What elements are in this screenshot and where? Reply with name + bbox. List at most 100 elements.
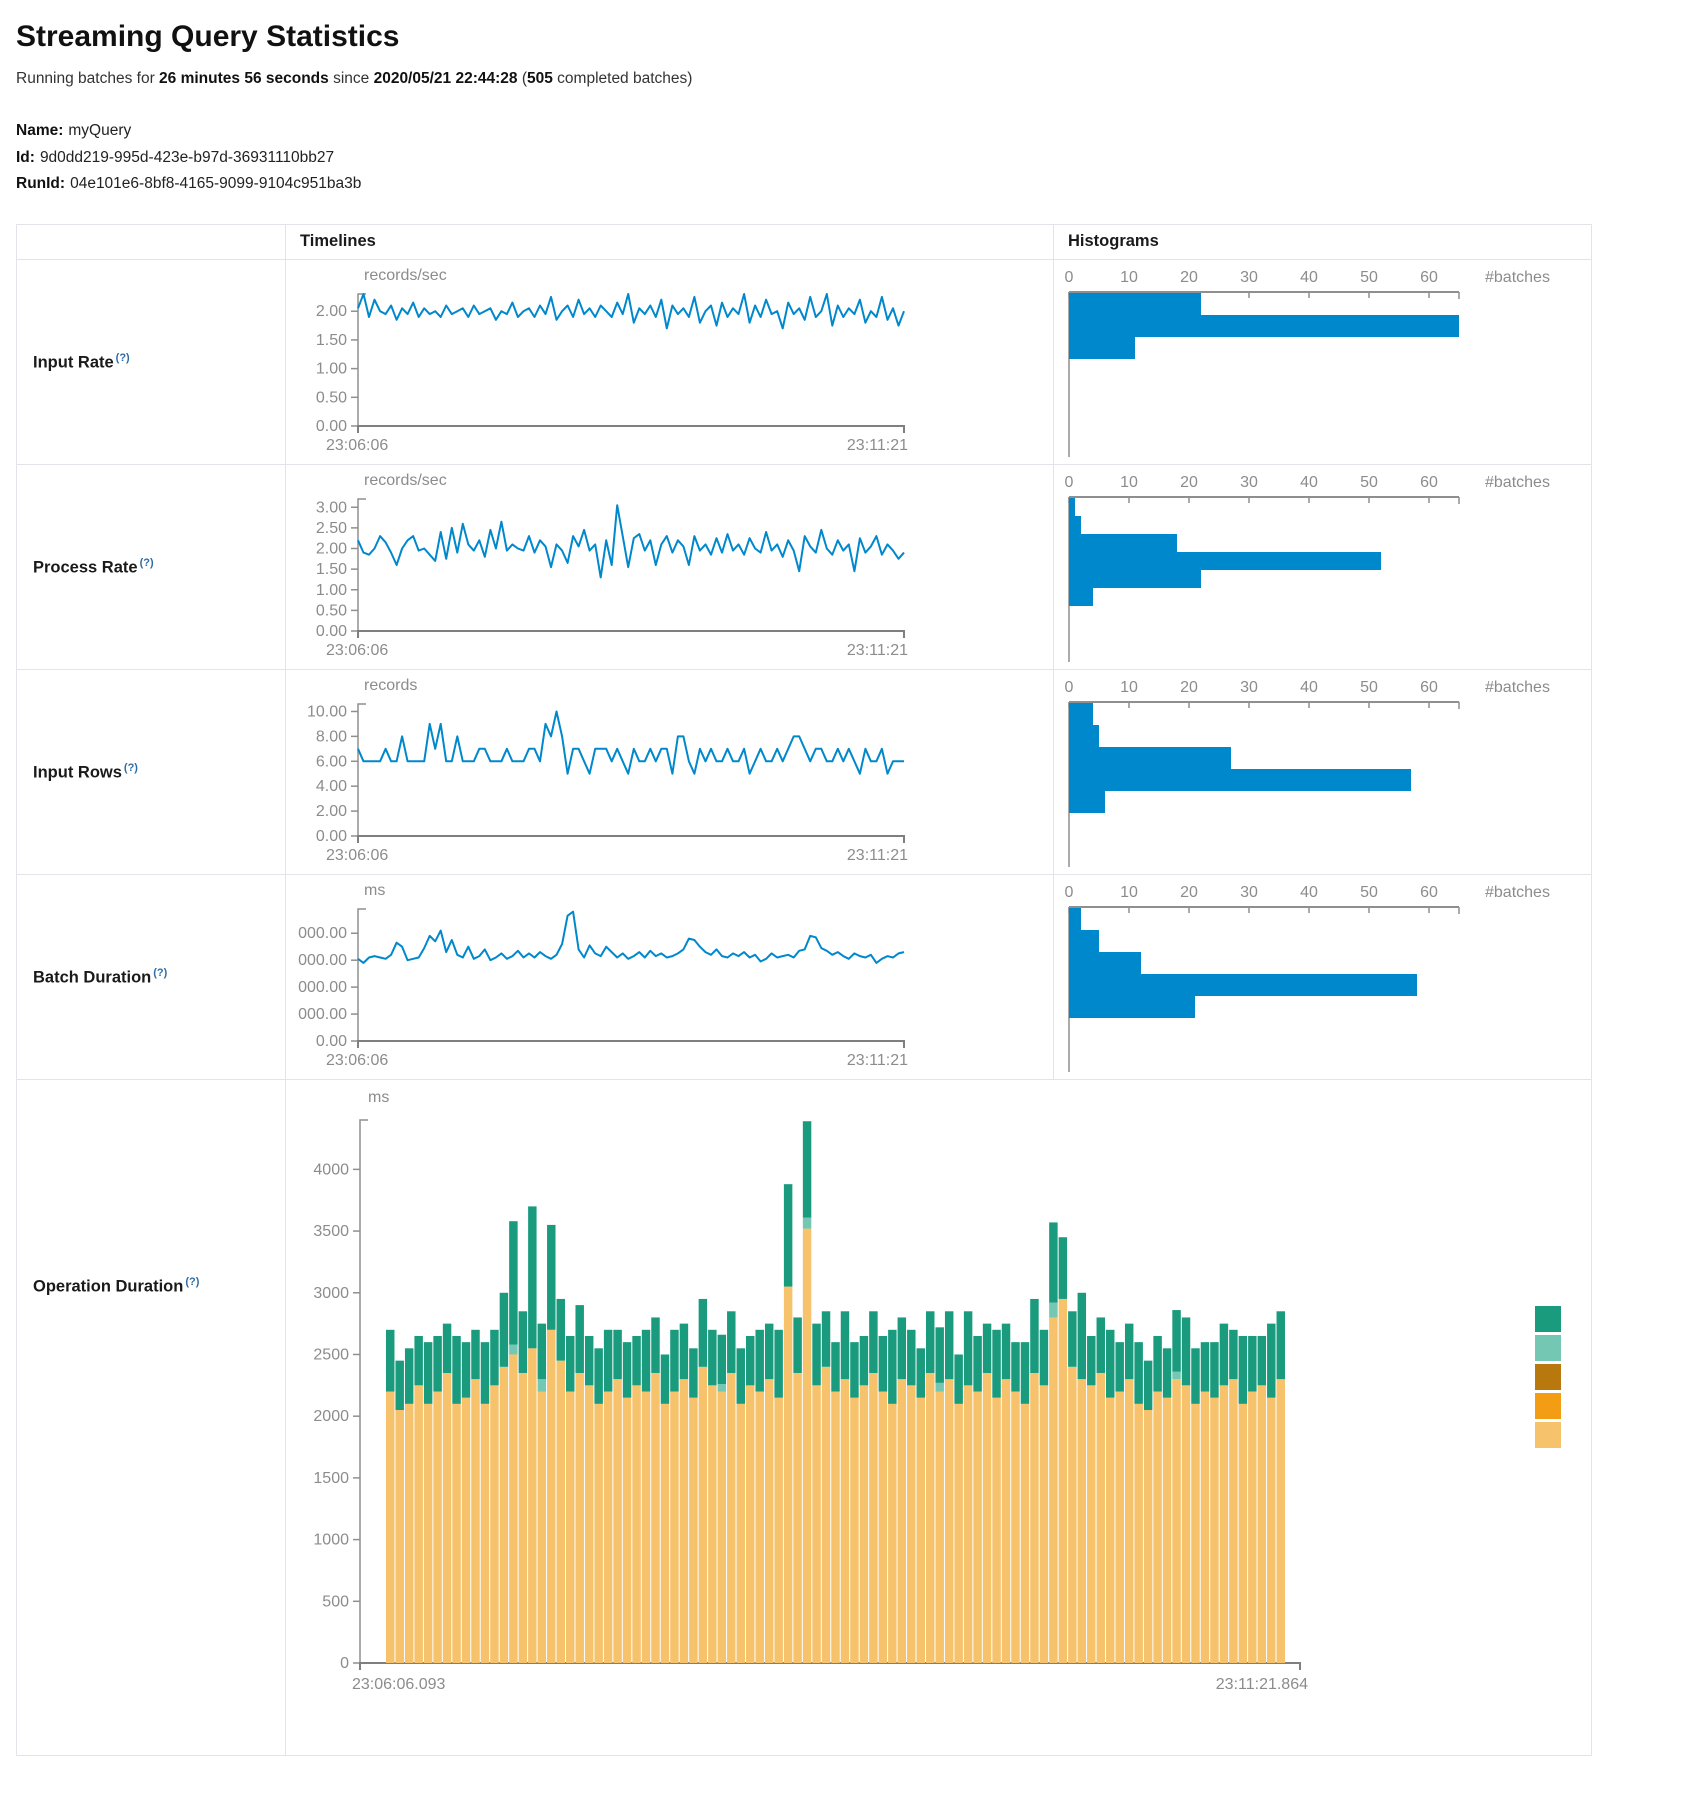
svg-text:#batches: #batches <box>1485 884 1550 901</box>
svg-text:0: 0 <box>1065 884 1074 901</box>
query-runid-value: 04e101e6-8bf8-4165-9099-9104c951ba3b <box>70 175 362 193</box>
running-batches-summary: Running batches for 26 minutes 56 second… <box>16 70 1677 88</box>
batch-duration-histogram-chart: 0 10 20 30 40 50 60 #batches <box>1065 884 1550 1072</box>
svg-text:10: 10 <box>1120 474 1138 491</box>
input-rate-row: Input Rate (?) records/sec 0.00 0.50 1.00 1.5… <box>16 258 1592 465</box>
input-rate-timeline-cell: records/sec 0.00 0.50 1.00 1.50 2.00 23:06:06 2… <box>285 258 1054 465</box>
query-name-label: Name: <box>16 122 64 139</box>
process-rate-timeline-chart: records/sec 0.00 0.50 1.00 1.50 2.00 2.50 3.00 2… <box>316 472 908 659</box>
svg-text:#batches: #batches <box>1485 474 1550 491</box>
svg-text:1.00: 1.00 <box>316 361 347 378</box>
svg-text:4,000.00: 4,000.00 <box>298 925 347 942</box>
svg-text:0.00: 0.00 <box>316 418 347 435</box>
svg-text:2.00: 2.00 <box>316 540 347 557</box>
query-id-label: Id: <box>16 148 35 166</box>
running-suffix: completed batches) <box>552 70 693 87</box>
svg-text:2.00: 2.00 <box>316 303 347 320</box>
svg-text:0: 0 <box>1065 269 1074 286</box>
help-icon[interactable]: (?) <box>115 351 130 364</box>
svg-text:23:06:06.093: 23:06:06.093 <box>352 1676 446 1693</box>
legend-swatch-2 <box>1535 1363 1561 1390</box>
svg-text:20: 20 <box>1180 884 1198 901</box>
running-start-time: 2020/05/21 22:44:28 <box>373 70 518 87</box>
svg-text:0.00: 0.00 <box>316 1033 347 1050</box>
input-rows-label-cell: Input Rows (?) <box>16 668 286 875</box>
svg-text:23:11:21.864: 23:11:21.864 <box>1216 1676 1308 1693</box>
query-runid-label: RunId: <box>16 175 66 193</box>
legend-swatch-4 <box>1535 1421 1561 1448</box>
table-header-row: Timelines Histograms <box>16 223 1592 260</box>
svg-text:2500: 2500 <box>313 1346 349 1363</box>
batch-duration-histogram-cell: 0 10 20 30 40 50 60 #batches <box>1053 873 1592 1080</box>
svg-text:0.50: 0.50 <box>316 602 347 619</box>
svg-text:6.00: 6.00 <box>316 753 347 770</box>
svg-text:0.50: 0.50 <box>316 389 347 406</box>
operation-duration-label-cell: Operation Duration (?) <box>16 1078 286 1756</box>
svg-text:23:11:21: 23:11:21 <box>847 437 908 454</box>
svg-text:1.50: 1.50 <box>316 332 347 349</box>
page-title: Streaming Query Statistics <box>16 20 400 53</box>
svg-text:1,000.00: 1,000.00 <box>298 1006 347 1023</box>
svg-text:10: 10 <box>1120 884 1138 901</box>
completed-batches-count: 505 <box>526 70 553 87</box>
input-rows-histogram-chart: 0 10 20 30 40 50 60 #batches <box>1065 679 1550 867</box>
svg-text:23:11:21: 23:11:21 <box>847 847 908 864</box>
svg-text:8.00: 8.00 <box>316 728 347 745</box>
svg-text:23:06:06: 23:06:06 <box>326 437 388 454</box>
streaming-query-statistics-page: Streaming Query Statistics Running batch… <box>16 20 1677 1756</box>
input-rows-label: Input Rows <box>33 763 122 782</box>
svg-text:60: 60 <box>1420 269 1438 286</box>
svg-text:50: 50 <box>1360 884 1378 901</box>
svg-text:40: 40 <box>1300 884 1318 901</box>
svg-text:60: 60 <box>1420 474 1438 491</box>
input-rows-row: Input Rows (?) records 0.00 2.00 4.00 6.00 8.0… <box>16 668 1592 875</box>
svg-text:10: 10 <box>1120 679 1138 696</box>
svg-text:1000: 1000 <box>313 1532 349 1549</box>
svg-text:ms: ms <box>368 1089 389 1106</box>
svg-text:20: 20 <box>1180 679 1198 696</box>
svg-text:50: 50 <box>1360 679 1378 696</box>
svg-text:2.00: 2.00 <box>316 803 347 820</box>
svg-text:#batches: #batches <box>1485 679 1550 696</box>
help-icon[interactable]: (?) <box>185 1275 200 1288</box>
input-rate-timeline-chart: records/sec 0.00 0.50 1.00 1.50 2.00 23:06:06 2… <box>316 267 908 454</box>
query-runid-line: RunId: 04e101e6-8bf8-4165-9099-9104c951ba… <box>16 171 1677 198</box>
help-icon[interactable]: (?) <box>123 761 138 774</box>
process-rate-label: Process Rate <box>33 558 138 577</box>
svg-text:23:11:21: 23:11:21 <box>847 642 908 659</box>
batch-duration-timeline-cell: ms 0.00 1,000.00 2,000.00 3,000.00 4,000.00 23… <box>285 873 1054 1080</box>
svg-text:60: 60 <box>1420 884 1438 901</box>
svg-text:40: 40 <box>1300 474 1318 491</box>
input-rate-histogram-chart: 0 10 20 30 40 50 60 #batches <box>1065 269 1550 457</box>
header-timelines: Timelines <box>285 223 1054 260</box>
svg-text:30: 30 <box>1240 269 1258 286</box>
svg-text:0.00: 0.00 <box>316 828 347 845</box>
svg-text:23:06:06: 23:06:06 <box>326 1052 388 1069</box>
svg-text:500: 500 <box>322 1593 349 1610</box>
svg-text:0: 0 <box>1065 679 1074 696</box>
input-rows-histogram-cell: 0 10 20 30 40 50 60 #batches <box>1053 668 1592 875</box>
query-id-value: 9d0dd219-995d-423e-b97d-36931110bb27 <box>39 148 335 166</box>
svg-text:1.00: 1.00 <box>316 582 347 599</box>
process-rate-histogram-chart: 0 10 20 30 40 50 60 #batches <box>1065 474 1550 662</box>
svg-text:30: 30 <box>1240 884 1258 901</box>
svg-text:10.00: 10.00 <box>307 703 347 720</box>
legend-swatch-3 <box>1535 1392 1561 1419</box>
svg-text:60: 60 <box>1420 679 1438 696</box>
svg-text:records/sec: records/sec <box>364 472 447 489</box>
svg-text:3.00: 3.00 <box>316 499 347 516</box>
svg-text:3,000.00: 3,000.00 <box>298 952 347 969</box>
running-paren: ( <box>517 70 527 87</box>
svg-text:3500: 3500 <box>313 1223 349 1240</box>
help-icon[interactable]: (?) <box>139 556 154 569</box>
svg-text:2000: 2000 <box>313 1408 349 1425</box>
svg-text:20: 20 <box>1180 474 1198 491</box>
svg-text:4.00: 4.00 <box>316 778 347 795</box>
help-icon[interactable]: (?) <box>153 966 168 979</box>
query-meta: Name: myQuery Id: 9d0dd219-995d-423e-b97d-… <box>16 118 1677 198</box>
batch-duration-label-cell: Batch Duration (?) <box>16 873 286 1080</box>
query-name-value: myQuery <box>68 122 132 139</box>
svg-text:23:11:21: 23:11:21 <box>847 1052 908 1069</box>
svg-text:20: 20 <box>1180 269 1198 286</box>
process-rate-histogram-cell: 0 10 20 30 40 50 60 #batches <box>1053 463 1592 670</box>
